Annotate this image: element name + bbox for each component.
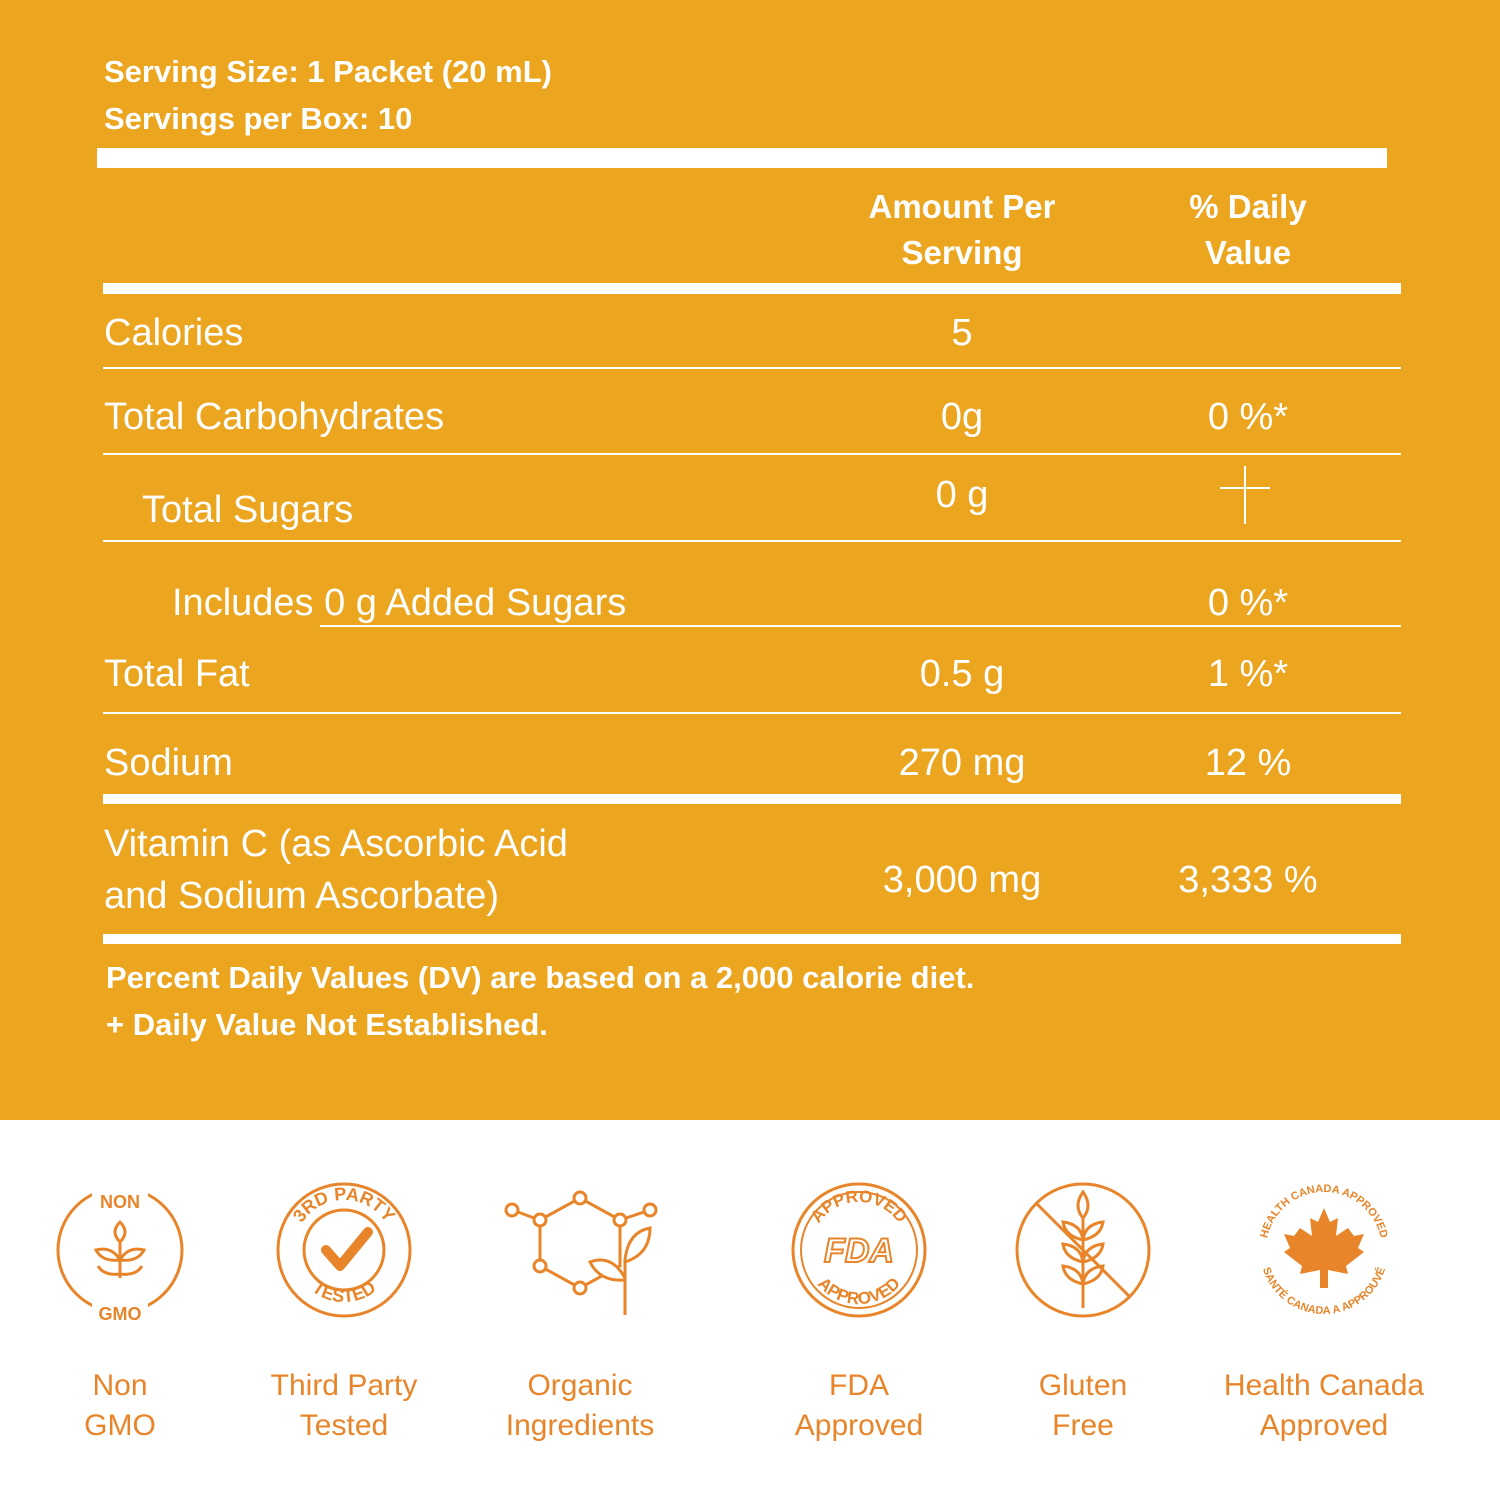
nutrient-amount: 0g [940, 396, 984, 438]
footnote-dv: Percent Daily Values (DV) are based on a… [106, 960, 975, 995]
row-divider [103, 453, 1401, 455]
organic-ingredients-icon [504, 1190, 658, 1315]
thick-row-divider [103, 794, 1401, 804]
row-divider [103, 712, 1401, 714]
badge-label-gluten-free: Gluten Free [1038, 1369, 1128, 1442]
nutrient-name: Total Fat [104, 653, 250, 695]
row-divider [103, 367, 1401, 369]
badge-label-fda: FDA Approved [794, 1369, 924, 1442]
nutrient-amount: 5 [951, 312, 973, 354]
fda-approved-icon: APPROVED APPROVED FDA [791, 1182, 927, 1318]
health-canada-icon: HEALTH CANADA APPROVED SANTÉ CANADA A AP… [1258, 1183, 1389, 1317]
svg-text:3RD PARTY: 3RD PARTY [289, 1184, 399, 1226]
non-gmo-bottom-text: GMO [99, 1304, 142, 1324]
nutrient-amount: 270 mg [898, 742, 1026, 784]
column-daily-value: % Daily Value [1189, 188, 1307, 271]
fda-bottom-text: APPROVED [814, 1274, 904, 1309]
nutrient-daily-value: 0 %* [1207, 396, 1289, 438]
nutrient-amount: 3,000 mg [882, 859, 1042, 901]
nutrient-name: Sodium [104, 742, 233, 784]
row-divider [103, 540, 1401, 542]
nutrient-daily-value: 0 %* [1207, 582, 1289, 624]
non-gmo-icon: NON GMO [56, 1184, 184, 1324]
nutrient-amount: 0.5 g [919, 653, 1005, 695]
row-divider [320, 625, 1401, 627]
nutrient-name: Total Carbohydrates [104, 396, 445, 438]
badge-label-health-canada: Health Canada Approved [1223, 1369, 1425, 1442]
nutrient-name: Vitamin C (as Ascorbic Acid and Sodium A… [104, 823, 568, 917]
third-party-top-text: 3RD PARTY [289, 1184, 399, 1226]
non-gmo-top-text: NON [100, 1192, 140, 1212]
nutrient-amount: 0 g [935, 474, 989, 516]
badge-label-third-party: Third Party Tested [270, 1369, 418, 1442]
svg-text:TESTED: TESTED [309, 1277, 379, 1306]
nutrient-name: Includes 0 g Added Sugars [172, 582, 627, 624]
column-amount-per-serving: Amount Per Serving [868, 188, 1056, 271]
servings-per-box: Servings per Box: 10 [104, 101, 413, 136]
nutrient-name: Total Sugars [142, 489, 354, 531]
svg-text:APPROVED: APPROVED [814, 1274, 904, 1309]
nutrient-daily-value: 1 %* [1207, 653, 1289, 695]
nutrient-daily-value: 3,333 % [1178, 859, 1318, 901]
plus-not-established-icon [1220, 466, 1270, 524]
nutrient-name: Calories [104, 312, 244, 354]
header-divider [103, 283, 1401, 294]
third-party-tested-icon: 3RD PARTY TESTED [276, 1182, 412, 1318]
thick-divider-top [97, 148, 1387, 168]
nutrition-facts-panel: Serving Size: 1 Packet (20 mL) Servings … [0, 0, 1500, 1120]
footnote-not-established: + Daily Value Not Established. [106, 1007, 548, 1042]
badges-section [0, 1120, 1500, 1500]
gluten-free-icon [1015, 1182, 1151, 1318]
badge-label-non-gmo: Non GMO [84, 1369, 156, 1442]
third-party-bottom-text: TESTED [309, 1277, 379, 1306]
badge-label-organic: Organic Ingredients [505, 1369, 655, 1442]
serving-size: Serving Size: 1 Packet (20 mL) [104, 54, 552, 89]
fda-center-text: FDA [824, 1232, 894, 1270]
nutrient-daily-value: 12 % [1204, 742, 1292, 784]
bottom-divider [103, 934, 1401, 944]
